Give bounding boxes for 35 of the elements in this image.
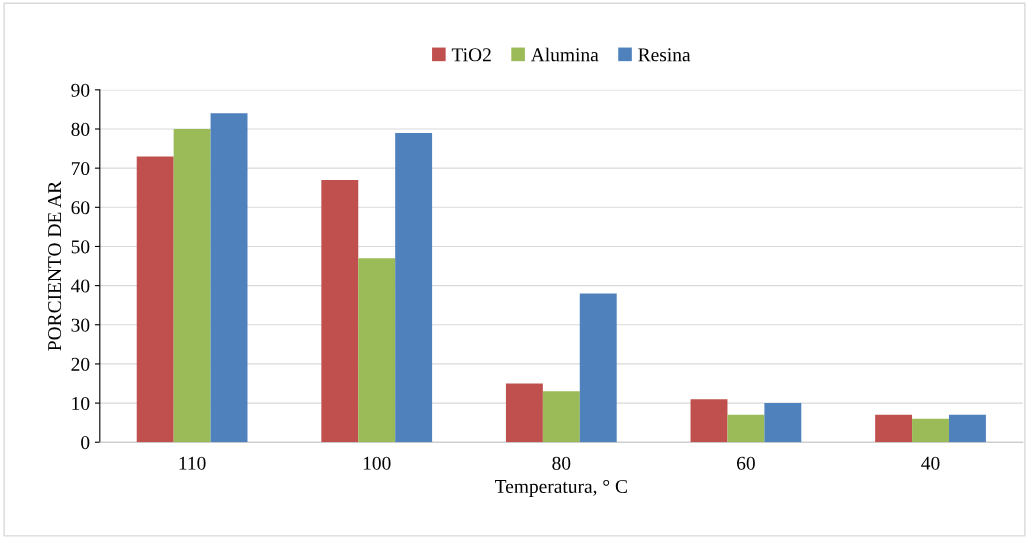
bar [875,414,913,443]
x-tick-label: 80 [552,456,571,470]
bar [321,179,359,443]
bar [210,113,248,443]
bar [579,293,617,443]
y-tick-label: 40 [71,279,90,293]
bar [948,414,986,443]
x-tick-label: 60 [737,456,755,470]
bar [358,258,396,443]
legend-label: TiO2 [451,48,491,62]
bar [136,156,174,443]
bar [395,132,433,443]
y-tick-label: 70 [71,161,90,176]
legend-label: Resina [638,48,691,62]
bar [505,383,543,443]
y-tick-label: 50 [71,240,90,254]
y-tick-label: 10 [72,396,90,411]
y-tick-label: 0 [81,436,90,450]
y-tick-label: 30 [71,318,90,332]
y-tick-label: 20 [71,357,90,371]
y-tick-label: 90 [71,83,90,97]
bar [764,403,802,443]
bar [727,414,765,443]
y-axis-title: PORCIENTO DE AR [48,180,62,351]
bar [690,399,728,443]
bar [542,391,580,443]
y-tick-label: 60 [71,201,90,215]
x-axis-title: Temperatura, ° C [495,479,627,497]
bar [173,129,211,443]
bar [912,418,949,443]
x-tick-label: 110 [179,456,206,470]
x-tick-label: 40 [921,456,940,470]
x-tick-label: 100 [363,456,391,470]
legend-label: Alumina [530,47,599,62]
y-tick-label: 80 [71,122,90,136]
